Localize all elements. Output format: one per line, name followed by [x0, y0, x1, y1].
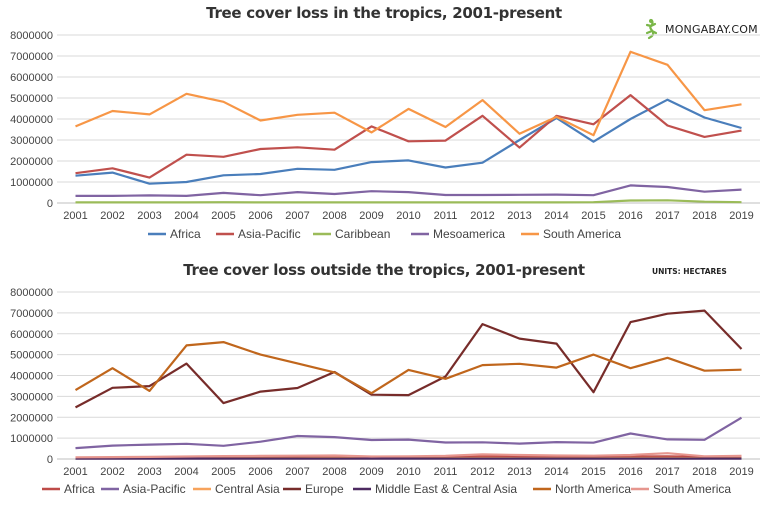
y-tick-label: 3000000 — [10, 391, 53, 403]
x-tick-label: 2009 — [359, 210, 383, 222]
x-tick-label: 2001 — [63, 466, 87, 478]
legend-label: Mesoamerica — [433, 227, 505, 241]
y-tick-label: 7000000 — [10, 51, 53, 63]
x-tick-label: 2006 — [248, 466, 272, 478]
y-tick-label: 1000000 — [10, 177, 53, 189]
chart-title-tropics: Tree cover loss in the tropics, 2001-pre… — [206, 4, 562, 22]
y-tick-label: 4000000 — [10, 371, 53, 383]
x-tick-label: 2004 — [174, 210, 198, 222]
x-tick-label: 2009 — [359, 466, 383, 478]
y-tick-label: 2000000 — [10, 156, 53, 168]
legend-label: South America — [543, 227, 621, 241]
y-tick-label: 0 — [47, 198, 53, 210]
y-tick-label: 4000000 — [10, 114, 53, 126]
y-tick-label: 5000000 — [10, 350, 53, 362]
y-tick-label: 6000000 — [10, 329, 53, 341]
series-line-europe — [74, 309, 743, 409]
x-tick-label: 2016 — [618, 210, 642, 222]
legend-label: Caribbean — [335, 227, 390, 241]
legend-label: Middle East & Central Asia — [375, 482, 517, 496]
x-tick-label: 2010 — [396, 466, 420, 478]
x-tick-label: 2017 — [655, 466, 679, 478]
x-tick-label: 2003 — [137, 210, 161, 222]
x-tick-label: 2019 — [729, 466, 753, 478]
x-tick-label: 2012 — [470, 210, 494, 222]
units-note: UNITS: HECTARES — [652, 267, 727, 276]
mongabay-brand: MONGABAY.COM — [640, 18, 758, 40]
x-tick-label: 2006 — [248, 210, 272, 222]
series-line-asia-pacific — [75, 416, 743, 450]
brand-name: MONGABAY.COM — [665, 22, 758, 36]
chart-title-outside-tropics: Tree cover loss outside the tropics, 200… — [183, 261, 585, 279]
x-tick-label: 2002 — [100, 210, 124, 222]
x-tick-label: 2012 — [470, 466, 494, 478]
x-tick-label: 2008 — [322, 210, 346, 222]
y-tick-label: 8000000 — [10, 30, 53, 42]
series-line-south-america — [75, 452, 742, 459]
x-tick-label: 2010 — [396, 210, 420, 222]
x-tick-label: 2019 — [729, 210, 753, 222]
x-tick-label: 2013 — [507, 466, 531, 478]
x-tick-label: 2001 — [63, 210, 87, 222]
x-tick-label: 2005 — [211, 466, 235, 478]
y-tick-label: 2000000 — [10, 412, 53, 424]
y-tick-label: 3000000 — [10, 135, 53, 147]
series-line-mesoamerica — [75, 184, 742, 197]
legend-label: Europe — [305, 482, 344, 496]
y-tick-label: 0 — [47, 454, 53, 466]
x-tick-label: 2014 — [544, 210, 568, 222]
x-tick-label: 2011 — [434, 210, 458, 222]
x-tick-label: 2008 — [322, 466, 346, 478]
x-tick-label: 2004 — [174, 466, 198, 478]
legend-label: Africa — [170, 227, 201, 241]
legend-label: Asia-Pacific — [238, 227, 301, 241]
legend-label: South America — [653, 482, 731, 496]
x-tick-label: 2007 — [285, 210, 309, 222]
x-tick-label: 2018 — [692, 210, 716, 222]
chart-1: 0 1000000 2000000 3000000 4000000 5000000 6000… — [10, 30, 760, 241]
legend-label: Central Asia — [215, 482, 280, 496]
series-line-africa — [75, 98, 742, 185]
y-tick-label: 1000000 — [10, 433, 53, 445]
series-line-north-america — [74, 341, 742, 395]
x-tick-label: 2007 — [285, 466, 309, 478]
x-tick-label: 2003 — [137, 466, 161, 478]
x-tick-label: 2015 — [581, 466, 605, 478]
series-line-asia-pacific — [75, 93, 742, 179]
legend-label: North America — [555, 482, 631, 496]
y-tick-label: 8000000 — [10, 287, 53, 299]
x-tick-label: 2016 — [618, 466, 642, 478]
series-line-caribbean — [75, 199, 742, 204]
y-tick-label: 6000000 — [10, 72, 53, 84]
legend-label: Africa — [64, 482, 95, 496]
y-tick-label: 5000000 — [10, 93, 53, 105]
x-tick-label: 2014 — [544, 466, 568, 478]
chart-2: 0 1000000 2000000 3000000 4000000 5000000 6000… — [10, 287, 760, 496]
x-tick-label: 2005 — [211, 210, 235, 222]
x-tick-label: 2002 — [100, 466, 124, 478]
x-tick-label: 2011 — [434, 466, 458, 478]
x-tick-label: 2013 — [507, 210, 531, 222]
gecko-logo-icon — [645, 18, 658, 40]
legend-label: Asia-Pacific — [123, 482, 186, 496]
x-tick-label: 2015 — [581, 210, 605, 222]
series-line-south-america — [75, 50, 742, 137]
x-tick-label: 2017 — [655, 210, 679, 222]
x-tick-label: 2018 — [692, 466, 716, 478]
y-tick-label: 7000000 — [10, 308, 53, 320]
